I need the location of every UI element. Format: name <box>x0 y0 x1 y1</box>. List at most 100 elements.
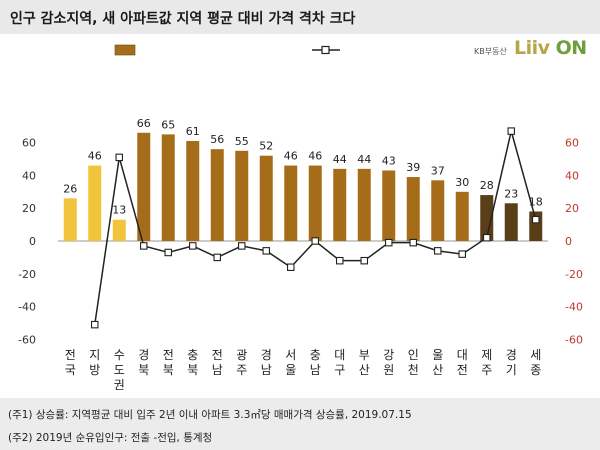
line-point <box>409 238 417 247</box>
footnote-1: (주1) 상승률: 지역평균 대비 입주 2년 이내 아파트 3.3㎡당 매매가… <box>8 409 412 421</box>
legend-swatch-bar <box>114 44 136 56</box>
category-label-char: 울 <box>432 348 443 362</box>
category-label-char: 국 <box>65 363 76 377</box>
category-label-char: 제 <box>481 348 492 362</box>
category-label-char: 서 <box>285 348 296 362</box>
bar <box>431 180 445 241</box>
logo-name: Liiv ON <box>514 37 587 59</box>
bar <box>235 150 249 241</box>
category-label-char: 산 <box>432 363 443 377</box>
bar-value-label: 13 <box>112 204 126 217</box>
bar <box>406 177 420 241</box>
category-label-char: 원 <box>383 363 394 377</box>
y-right-tick-label: -20 <box>565 268 583 281</box>
y-right-tick-label: 20 <box>565 202 579 215</box>
bar-value-label: 39 <box>406 161 420 174</box>
bar <box>529 211 543 241</box>
category-label-char: 도 <box>114 363 125 377</box>
category-label-char: 북 <box>163 363 174 377</box>
category-label-char: 주 <box>236 363 247 377</box>
category-label-char: 전 <box>65 348 76 362</box>
bar-value-label: 23 <box>504 187 518 200</box>
bar-value-label: 44 <box>357 153 371 166</box>
category-label-char: 전 <box>212 348 223 362</box>
category-label-char: 광 <box>236 348 247 362</box>
bar <box>63 198 77 241</box>
line-point <box>507 127 515 135</box>
category-label-char: 대 <box>457 348 468 362</box>
category-label-char: 전 <box>163 348 174 362</box>
category-label-char: 주 <box>481 363 492 377</box>
y-left-tick-label: 0 <box>29 235 36 248</box>
bar-value-label: 56 <box>210 133 224 146</box>
line-point <box>311 237 319 245</box>
category-label-char: 경 <box>261 348 272 362</box>
category-label-char: 구 <box>334 363 345 377</box>
category-label-char: 부 <box>359 348 370 362</box>
bar-value-label: 28 <box>480 179 494 192</box>
category-label-char: 지 <box>89 348 100 362</box>
category-label-char: 산 <box>359 363 370 377</box>
line-point <box>335 256 344 265</box>
bar <box>112 219 126 241</box>
bar-value-label: 44 <box>333 153 347 166</box>
logo-name-a: Liiv <box>514 37 550 59</box>
category-label-char: 기 <box>506 363 517 377</box>
bar-value-label: 65 <box>161 118 175 131</box>
category-label-char: 남 <box>261 363 272 377</box>
line-point <box>164 248 173 257</box>
y-left-tick-label: 20 <box>22 202 36 215</box>
category-label-char: 종 <box>530 363 541 377</box>
y-right-tick-label: 0 <box>565 235 572 248</box>
bar <box>161 134 175 241</box>
category-label-char: 전 <box>457 363 468 377</box>
bar-value-label: 46 <box>308 150 322 163</box>
y-right-tick-label: -40 <box>565 301 583 314</box>
bar-value-label: 66 <box>137 117 151 130</box>
line-point <box>115 153 124 162</box>
category-label-char: 수 <box>114 348 125 362</box>
bar <box>210 149 224 241</box>
bar-value-label: 26 <box>63 182 77 195</box>
category-label-char: 북 <box>138 363 149 377</box>
bar <box>504 203 518 241</box>
category-label-char: 권 <box>114 378 125 392</box>
line-point <box>91 320 99 329</box>
y-right-tick-label: 60 <box>565 137 579 150</box>
line-point <box>482 233 491 242</box>
line-point <box>531 215 540 224</box>
line-point <box>189 242 197 250</box>
bar-value-label: 30 <box>455 176 469 189</box>
line-point <box>360 256 368 265</box>
footnotes-box: (주1) 상승률: 지역평균 대비 입주 2년 이내 아파트 3.3㎡당 매매가… <box>0 398 600 450</box>
bar <box>480 195 494 241</box>
y-left-tick-label: 60 <box>22 137 36 150</box>
line-point <box>286 263 295 271</box>
bar-value-label: 43 <box>382 154 396 167</box>
category-label-char: 남 <box>310 363 321 377</box>
category-label-char: 남 <box>212 363 223 377</box>
line-point <box>458 250 466 258</box>
category-label-char: 울 <box>285 363 296 377</box>
bar <box>186 140 200 241</box>
logo-brand-text: KB부동산 <box>474 47 507 56</box>
bar <box>455 191 469 241</box>
y-left-tick-label: -60 <box>18 333 36 346</box>
category-label-char: 경 <box>138 348 149 362</box>
bar <box>357 168 371 241</box>
bar <box>259 155 273 241</box>
line-point <box>384 238 393 247</box>
line-point <box>262 247 270 255</box>
title-bar: 인구 감소지역, 새 아파트값 지역 평균 대비 가격 격차 크다 <box>0 0 600 34</box>
bar-value-label: 55 <box>235 135 249 148</box>
bar-value-label: 37 <box>431 164 445 177</box>
bar <box>382 170 396 241</box>
bar <box>284 165 298 241</box>
category-label-char: 대 <box>334 348 345 362</box>
category-label-char: 북 <box>187 363 198 377</box>
category-label-char: 경 <box>506 348 517 362</box>
category-label-char: 세 <box>530 348 541 362</box>
category-label-char: 충 <box>187 348 198 362</box>
bar <box>137 132 151 241</box>
legend-line-marker <box>321 45 330 55</box>
